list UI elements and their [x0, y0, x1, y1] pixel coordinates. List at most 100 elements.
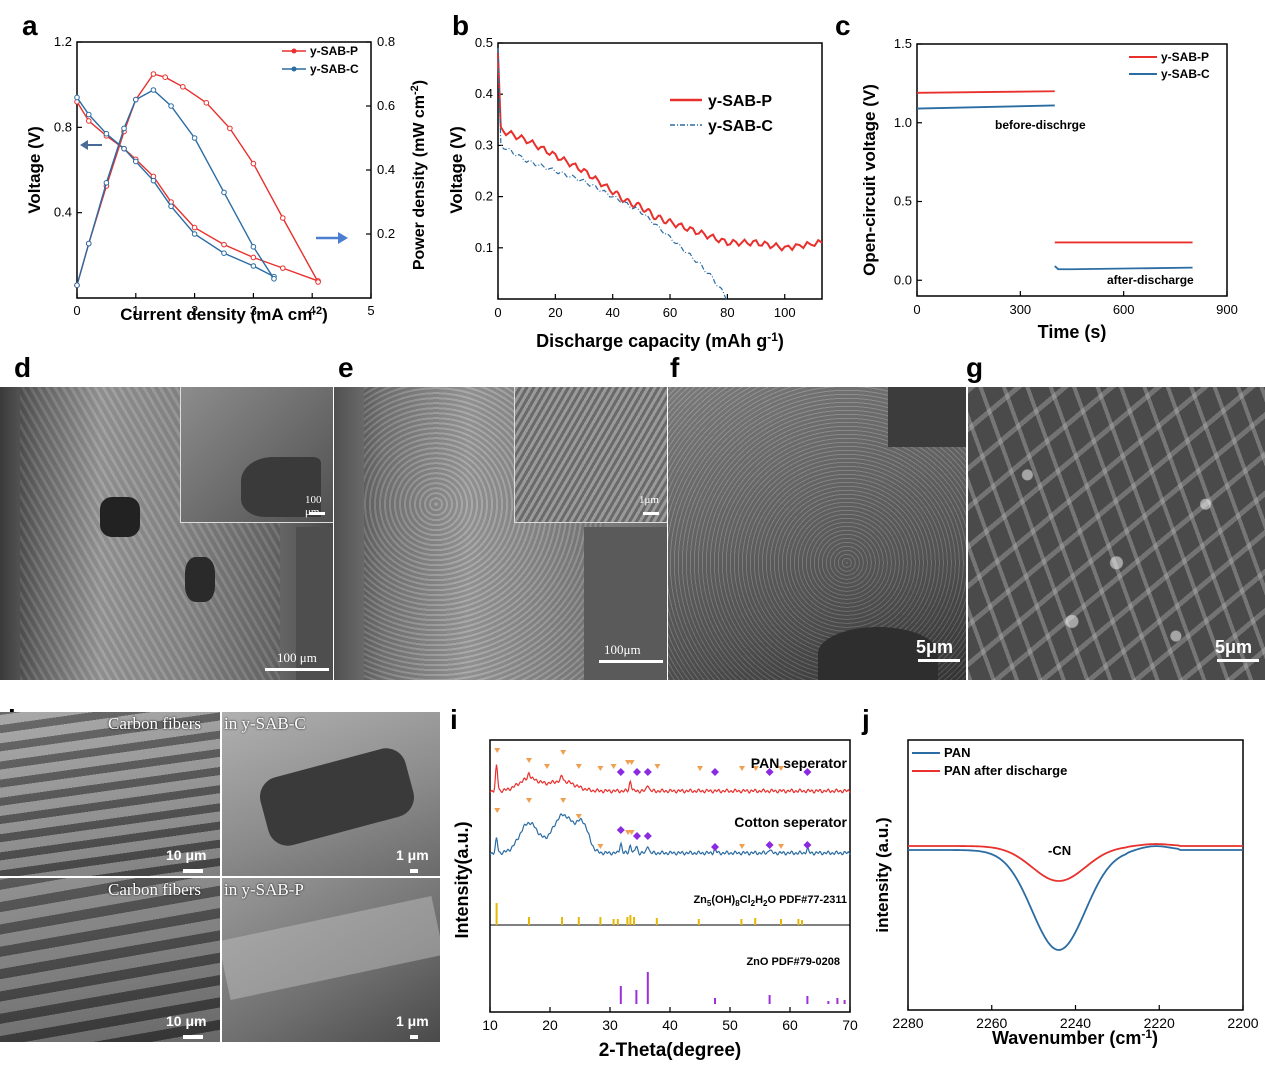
j-xtick-label: 2280	[892, 1015, 923, 1031]
c-xlabel: Time (s)	[1038, 322, 1107, 342]
i-cotton-marker-zn	[739, 844, 745, 849]
i-xtick-label: 40	[662, 1017, 678, 1033]
b-ytick-label: 0.5	[475, 35, 493, 50]
i-xtick-label: 30	[602, 1017, 618, 1033]
i-cotton-marker-zn	[575, 814, 582, 819]
i-cotton-marker-zn	[494, 808, 501, 813]
i-cotton-marker-zn	[560, 798, 567, 803]
b-xtick-label: 100	[774, 305, 796, 320]
j-ylabel: intensity (a.u.)	[873, 817, 892, 932]
h4-scale-label: 1 μm	[396, 1013, 429, 1029]
a-point	[103, 180, 110, 186]
a-point	[85, 111, 92, 118]
chart-j: 2280 2260 2240 2220 2200 intensity (a.u.) Wa…	[873, 739, 1259, 1048]
a-point	[250, 244, 257, 250]
i-cotton-marker-zno	[711, 843, 719, 851]
sem-inset-d	[180, 387, 333, 523]
e-scalebar	[599, 660, 663, 663]
a-point	[150, 87, 157, 93]
c-ytick-label: 0.5	[894, 194, 912, 209]
h1-scale-label: 10 μm	[166, 847, 207, 863]
d-scalebar	[265, 668, 329, 671]
chart-a: 0 1 2 3 4 50.40.81.20.20.40.60.8 Voltage (V) …	[25, 34, 428, 324]
chart-i: 10 20 30 40 50 60 70 Intensity(a.u.) 2-Theta(d…	[452, 739, 858, 1061]
i-cotton-marker-zno	[633, 832, 641, 840]
a-point	[250, 254, 257, 261]
a-xtick-label: 1	[132, 303, 139, 318]
b-xtick-label: 20	[548, 305, 562, 320]
c-ytick-label: 1.0	[894, 115, 912, 130]
c-xtick-label: 900	[1216, 302, 1238, 317]
panel-letter-a: a	[22, 10, 38, 41]
i-xlabel: 2-Theta(degree)	[599, 1040, 742, 1061]
i-pan-marker-zn	[610, 764, 617, 769]
h2-scalebar	[410, 869, 418, 873]
a-point	[74, 282, 80, 288]
a-xtick-label: 4	[309, 303, 316, 318]
b-legend-c: y-SAB-C	[708, 118, 773, 135]
i-cotton-marker-zno	[643, 832, 652, 840]
a-series-0	[76, 101, 319, 282]
i-pan-marker-zn	[628, 760, 635, 765]
a-xlabel: Current density (mA cm-2)	[120, 305, 328, 324]
a-point	[180, 84, 186, 90]
a-point	[191, 135, 198, 141]
c-xtick-label: 0	[913, 302, 920, 317]
a-point	[250, 263, 257, 269]
i-label-zn: Zn5(OH)8Cl2H2O PDF#77-2311	[693, 894, 847, 908]
c-ytick-label: 0.0	[894, 272, 912, 287]
i-cotton-marker-zn	[628, 830, 635, 835]
a-point	[103, 130, 110, 137]
i-xtick-label: 20	[542, 1017, 558, 1033]
c-legend-c: y-SAB-C	[1161, 67, 1210, 81]
f-scale-label: 5μm	[916, 637, 954, 657]
i-pan-marker-zno	[803, 768, 812, 776]
i-label-cotton: Cotton seperator	[734, 814, 847, 830]
panel-letter-e: e	[338, 352, 354, 383]
a-ytick-right-label: 0.8	[377, 34, 395, 49]
i-pan-marker-zn	[560, 750, 567, 755]
panel-letter-i: i	[450, 704, 458, 735]
a-point	[133, 158, 139, 165]
i-cotton-marker-zno	[803, 841, 812, 849]
d-inset-scalebar	[309, 512, 325, 515]
i-pan-marker-zno	[643, 768, 652, 776]
chart-c: 0 300 600 900 0.0 0.5 1.0 1.5 Open-circuit volt…	[860, 36, 1238, 342]
a-point	[168, 103, 174, 109]
j-series-0	[908, 845, 1243, 951]
a-left-arrow	[80, 140, 102, 150]
g-scale-label: 5μm	[1215, 637, 1253, 657]
b-xtick-label: 0	[494, 305, 501, 320]
panel-letter-c: c	[835, 10, 851, 41]
a-legend-marker-c	[291, 66, 297, 72]
h-title-bottom-right: in y-SAB-P	[224, 880, 304, 899]
panel-letter-j: j	[862, 704, 870, 735]
b-ytick-label: 0.1	[475, 240, 493, 255]
i-pan-marker-zn	[575, 764, 582, 769]
a-xtick-label: 2	[191, 303, 198, 318]
i-pan-marker-zno	[633, 768, 641, 776]
a-legend-p: y-SAB-P	[310, 44, 358, 58]
a-ylabel-right: Power density (mW cm-2)	[409, 80, 428, 270]
a-point	[203, 100, 210, 106]
i-pan-marker-zn	[739, 766, 745, 771]
panel-letter-b: b	[452, 10, 470, 41]
a-legend-marker-p	[291, 48, 297, 54]
b-legend-p: y-SAB-P	[708, 93, 772, 110]
panel-letter-d: d	[14, 352, 32, 383]
a-xtick-label: 0	[73, 303, 80, 318]
a-point	[121, 125, 127, 132]
c-series-1	[916, 104, 1055, 110]
i-pan-marker-zno	[616, 768, 625, 776]
j-xtick-label: 2200	[1227, 1015, 1258, 1031]
a-point	[191, 224, 198, 231]
a-point	[250, 160, 257, 167]
i-xtick-label: 10	[482, 1017, 498, 1033]
sem-image-d: 100 μm 100 μm	[0, 387, 333, 680]
c-annot-after: after-discharge	[1107, 273, 1194, 287]
c-ytick-label: 1.5	[894, 36, 912, 51]
a-right-arrow	[316, 232, 348, 244]
i-label-pan: PAN seperator	[751, 755, 848, 771]
c-legend-p: y-SAB-P	[1161, 50, 1209, 64]
b-ytick-label: 0.3	[475, 137, 493, 152]
